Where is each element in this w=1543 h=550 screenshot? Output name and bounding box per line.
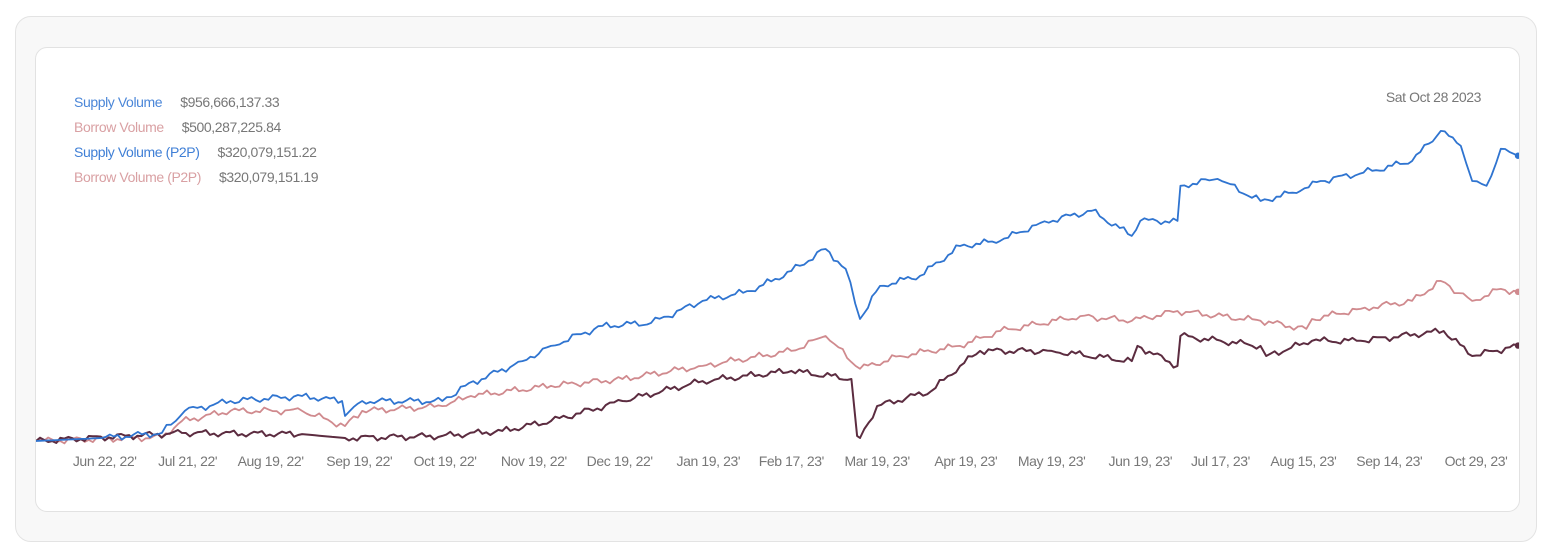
x-tick-label: Nov 19, 22' xyxy=(501,453,567,469)
series-end-marker xyxy=(1514,288,1519,296)
x-tick-label: Aug 15, 23' xyxy=(1270,453,1336,469)
legend-item-borrow-p2p: Borrow Volume (P2P) $320,079,151.19 xyxy=(74,164,319,189)
legend-value: $956,666,137.33 xyxy=(180,93,280,110)
legend: Supply Volume $956,666,137.33 Borrow Vol… xyxy=(74,89,319,189)
x-tick-label: Oct 29, 23' xyxy=(1445,453,1508,469)
x-tick-label: Sep 14, 23' xyxy=(1356,453,1422,469)
legend-label: Borrow Volume (P2P) xyxy=(74,168,202,185)
tooltip-date: Sat Oct 28 2023 xyxy=(1385,89,1482,105)
series-line-supply-volume[interactable] xyxy=(36,130,1519,442)
x-tick-label: Jul 21, 22' xyxy=(158,453,217,469)
legend-label: Supply Volume (P2P) xyxy=(74,143,200,160)
legend-label: Borrow Volume xyxy=(74,118,164,135)
x-tick-label: Jun 19, 23' xyxy=(1109,453,1173,469)
x-tick-label: Sep 19, 22' xyxy=(326,453,392,469)
x-tick-label: Apr 19, 23' xyxy=(934,453,997,469)
x-tick-label: May 19, 23' xyxy=(1018,453,1086,469)
series-end-marker xyxy=(1514,152,1519,159)
legend-value: $500,287,225.84 xyxy=(181,118,282,135)
series-end-marker xyxy=(1514,342,1519,349)
series-line-borrow-volume-p2p[interactable] xyxy=(36,327,1519,444)
legend-value: $320,079,151.22 xyxy=(217,143,317,160)
x-tick-label: Oct 19, 22' xyxy=(414,453,477,469)
chart-panel: Jun 22, 22' Jul 21, 22' Aug 19, 22' Sep 19,… xyxy=(35,47,1520,512)
legend-label: Supply Volume xyxy=(74,93,163,110)
legend-value: $320,079,151.19 xyxy=(219,168,319,185)
x-tick-label: Feb 17, 23' xyxy=(759,453,824,469)
x-tick-label: Jul 17, 23' xyxy=(1191,453,1250,469)
x-tick-label: Aug 19, 22' xyxy=(238,453,304,469)
line-chart[interactable]: Jun 22, 22' Jul 21, 22' Aug 19, 22' Sep 19,… xyxy=(36,48,1520,512)
x-tick-label: Jun 22, 22' xyxy=(73,453,137,469)
x-tick-label: Jan 19, 23' xyxy=(677,453,741,469)
x-tick-label: Dec 19, 22' xyxy=(587,453,653,469)
legend-item-borrow: Borrow Volume $500,287,225.84 xyxy=(74,114,318,139)
legend-item-supply: Supply Volume $956,666,137.33 xyxy=(74,89,318,114)
x-tick-label: Mar 19, 23' xyxy=(845,453,910,469)
legend-item-supply-p2p: Supply Volume (P2P) $320,079,151.22 xyxy=(74,139,318,164)
series-line-borrow-volume[interactable] xyxy=(36,280,1519,445)
